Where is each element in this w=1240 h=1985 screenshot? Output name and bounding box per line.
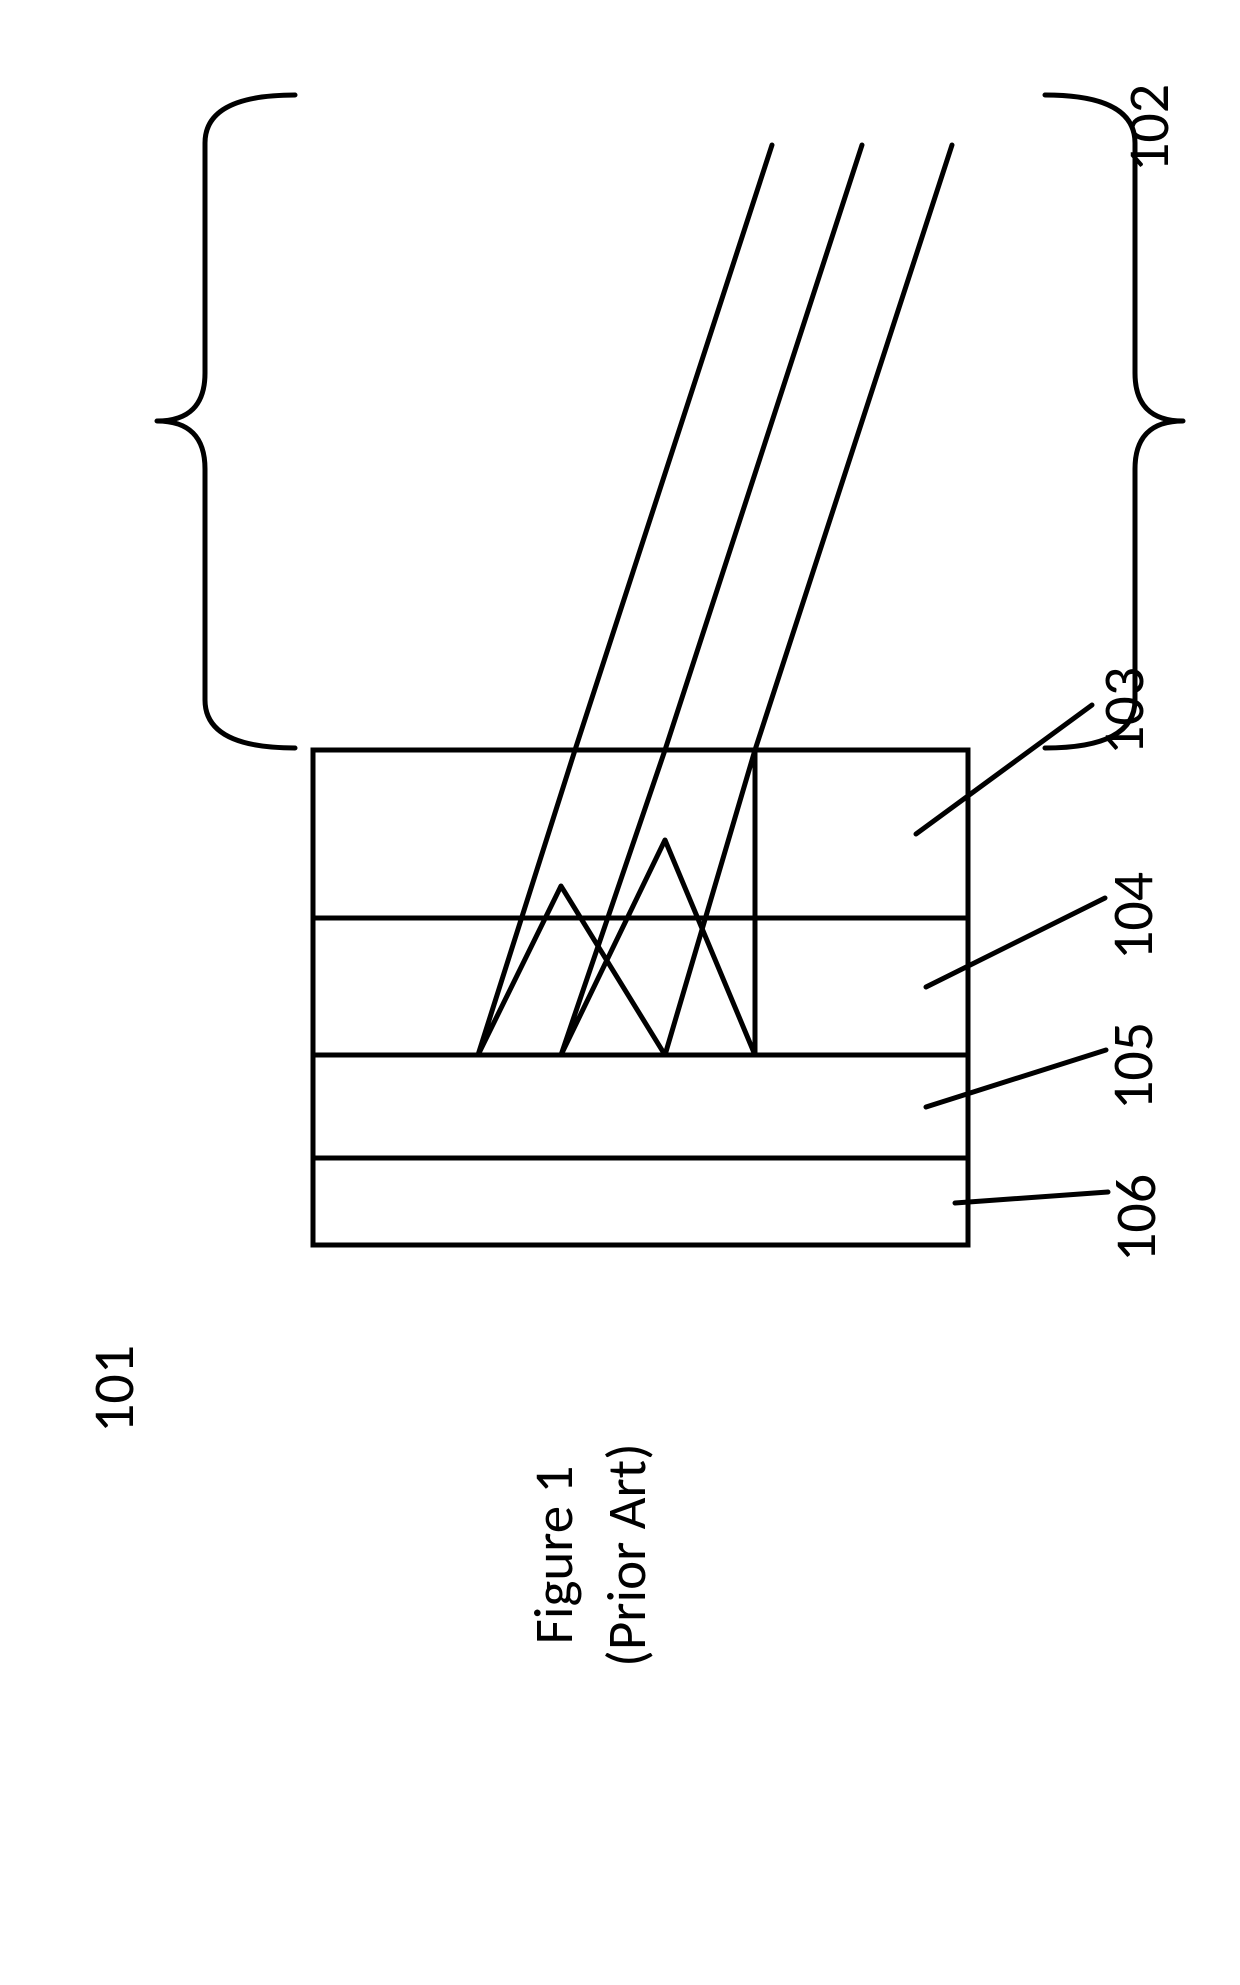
label-101: 101 <box>85 1345 143 1433</box>
label-105: 105 <box>1104 1022 1162 1110</box>
beam-line-2 <box>755 145 952 750</box>
label-104: 104 <box>1104 872 1162 960</box>
brace-right <box>1045 95 1183 748</box>
leader-l105 <box>926 1050 1106 1107</box>
label-106: 106 <box>1107 1174 1165 1262</box>
reflection-path-1 <box>561 750 755 1055</box>
label-102: 102 <box>1120 84 1178 172</box>
beam-line-1 <box>665 145 862 750</box>
caption-line-1: Figure 1 <box>520 1355 587 1755</box>
leader-l106 <box>955 1192 1108 1203</box>
label-103: 103 <box>1095 667 1153 755</box>
figure-caption: Figure 1 (Prior Art) <box>520 1355 660 1755</box>
brace-left <box>157 95 295 748</box>
reflection-path-0 <box>478 750 755 1055</box>
leader-l104 <box>926 898 1105 987</box>
caption-line-2: (Prior Art) <box>593 1355 660 1755</box>
leader-l103 <box>916 705 1092 834</box>
beam-line-0 <box>575 145 772 750</box>
